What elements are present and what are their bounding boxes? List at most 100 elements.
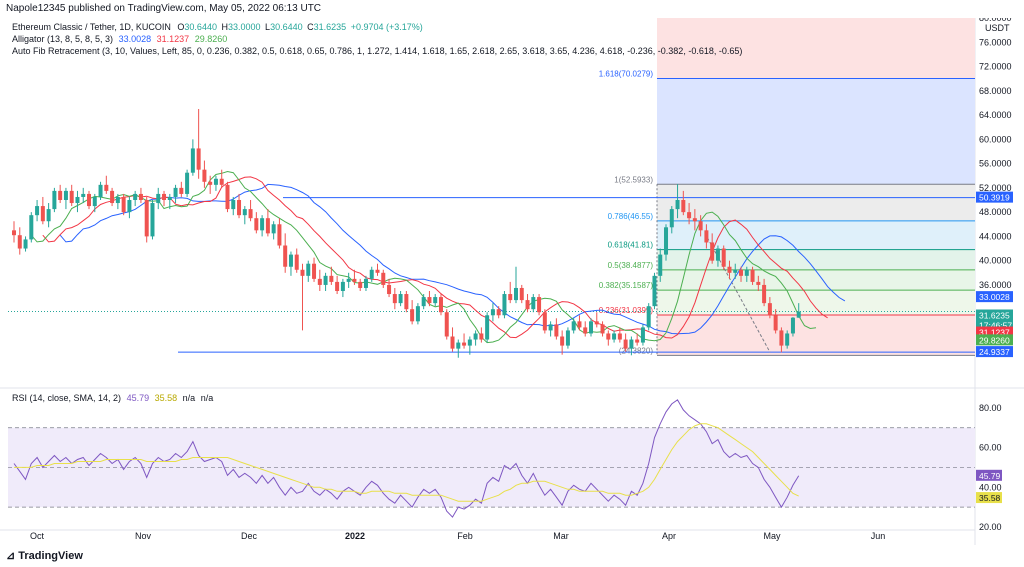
price-tag [976,346,1013,358]
candle [346,272,351,288]
candle [773,309,778,334]
candle [762,278,767,307]
rsi-tick-label: 80.00 [979,403,1002,413]
candle [46,203,51,228]
candle-body [248,209,253,219]
candle-body [242,209,247,216]
candle-body [98,184,103,197]
candle [219,169,224,188]
tv-logo-icon: ⊿ [6,550,19,562]
candle [496,306,501,319]
candle-body [727,266,732,273]
candle [467,336,472,355]
candle-body [133,193,138,200]
candle [629,336,634,356]
price-tag-label: 50.3919 [979,193,1010,203]
candle [306,260,311,282]
candle-body [450,336,455,349]
candle-body [162,193,167,200]
candle [519,284,524,304]
candle-body [363,278,368,288]
candle-body [773,315,778,331]
candle-body [473,333,478,340]
candle-body [306,263,311,276]
candle [121,193,126,216]
alligator-teeth-line [42,176,828,339]
fib-zone-top [657,18,975,79]
alligator-legend[interactable]: Alligator (13, 8, 5, 8, 5, 3) 33.0028 31… [12,34,227,44]
candle-body [554,324,559,337]
candle [415,303,420,325]
candle-body [317,278,322,285]
time-tick-label: May [763,531,781,541]
candle [427,291,432,307]
candle [531,294,536,313]
rsi-na-2: n/a [200,393,214,403]
candle [589,318,593,337]
fib-level-label: 0.5(38.4877) [608,261,654,270]
candle [352,269,357,285]
candle-body [779,330,784,346]
candle-body [283,245,288,267]
candle-body [104,184,109,191]
candle [698,215,703,237]
candle-body [63,190,68,200]
candle [213,175,218,191]
candle-body [669,209,674,228]
candle-body [542,312,547,331]
candle [790,317,795,337]
candle [329,266,334,285]
candle [750,266,755,285]
candle-body [179,187,184,194]
price-tick-label: 72.0000 [979,62,1012,72]
high-label: H [221,22,228,32]
symbol-legend[interactable]: Ethereum Classic / Tether, 1D, KUCOIN O3… [12,22,423,32]
candle [35,200,40,222]
candle [138,187,143,204]
candle [404,291,409,313]
candle [335,275,340,295]
trend-dashed-line [704,233,771,353]
candle-body [17,235,22,249]
candle [312,257,317,282]
candle [277,218,282,249]
candle-body [254,218,259,231]
candle [196,109,201,179]
candle-body [646,306,651,328]
candle-body [237,200,242,216]
candle-body [762,284,767,304]
candle-body [692,218,697,222]
candle [202,160,207,188]
candle [87,190,92,210]
candle [612,330,617,343]
candle-body [329,275,334,282]
candle-body [110,190,115,204]
candle [640,324,645,346]
fib-level-label: 1(52.5933) [614,175,653,184]
symbol-title: Ethereum Classic / Tether, 1D, KUCOIN [12,22,171,32]
candle [288,251,293,276]
candle-body [750,269,755,282]
tradingview-logo[interactable]: ⊿ TradingView [6,549,83,562]
candle-body [438,297,443,313]
price-tag [976,334,1013,346]
price-tag [976,291,1013,303]
candle [167,193,172,210]
rsi-legend[interactable]: RSI (14, close, SMA, 14, 2) 45.79 35.58 … [12,393,213,403]
candle-body [479,333,484,340]
candle-body [485,315,490,340]
candle-body [219,178,224,185]
candle-body [594,321,599,325]
candle-body [410,309,415,322]
candle-body [29,215,34,240]
candle [98,181,103,200]
candle-body [121,196,126,213]
fib-legend[interactable]: Auto Fib Retracement (3, 10, Values, Lef… [12,46,742,56]
candle-body [46,209,51,222]
candle-body [115,196,120,204]
candle-body [231,200,236,210]
candle [715,245,720,267]
candle-body [629,339,634,349]
candle-body [185,172,190,194]
